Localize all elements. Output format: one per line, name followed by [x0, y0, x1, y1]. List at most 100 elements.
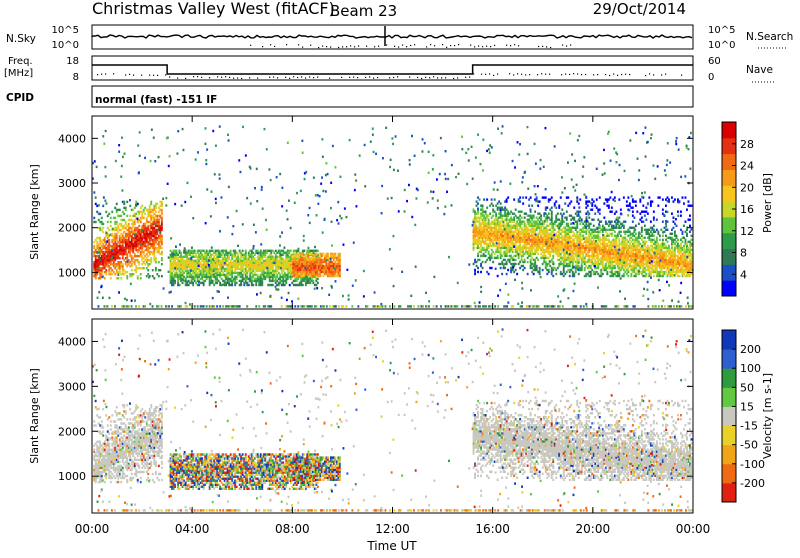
heatmap-cell [110, 217, 112, 219]
heatmap-cell [563, 221, 565, 223]
heatmap-cell [161, 251, 163, 253]
heatmap-cell [548, 269, 550, 271]
heatmap-cell [543, 223, 545, 225]
heatmap-cell [492, 215, 494, 217]
nave-right-tick-bottom: 0 [708, 72, 714, 83]
heatmap-cell [588, 217, 590, 219]
heatmap-cell [480, 243, 482, 245]
noise-search-point [326, 46, 327, 47]
nave-point [625, 74, 626, 75]
heatmap-cell [482, 267, 484, 269]
nave-point [457, 77, 458, 78]
heatmap-cell [161, 257, 163, 259]
heatmap-cell [614, 196, 616, 198]
nave-point [645, 75, 646, 76]
heatmap-cell [240, 284, 242, 286]
heatmap-cell [107, 221, 109, 223]
heatmap-cell [552, 255, 554, 257]
heatmap-cell [609, 196, 611, 198]
noise-search-point [538, 46, 539, 47]
heatmap-cell [302, 284, 304, 286]
heatmap-cell [102, 223, 104, 225]
heatmap-cell [507, 269, 509, 271]
nave-point [273, 76, 274, 77]
heatmap-cell [521, 211, 523, 213]
heatmap-cell [93, 245, 95, 247]
heatmap-cell [120, 277, 122, 279]
noise-right-tick-top: 10^5 [708, 25, 735, 36]
heatmap-cell [633, 217, 635, 219]
nave-right-tick-top: 60 [708, 56, 721, 67]
noise-search-point [270, 44, 271, 45]
noise-search-point [510, 45, 511, 46]
heatmap-cell [339, 261, 341, 263]
heatmap-cell [126, 271, 128, 273]
heatmap-cell [495, 213, 497, 215]
noise-search-point [550, 47, 551, 48]
heatmap-cell [242, 250, 244, 252]
heatmap-cell [629, 202, 631, 204]
heatmap-cell [129, 205, 131, 207]
heatmap-cell [140, 219, 142, 221]
heatmap-cell [596, 198, 598, 200]
noise-search-point [310, 45, 311, 46]
heatmap-cell [110, 221, 112, 223]
heatmap-cell [152, 275, 154, 277]
cpid-value: normal (fast) -151 IF [95, 94, 217, 106]
heatmap-cell [497, 255, 499, 257]
heatmap-cell [110, 225, 112, 227]
heatmap-cell [477, 267, 479, 269]
noise-left-tick-top: 10^5 [52, 25, 79, 36]
nave-point [357, 77, 358, 78]
heatmap-cell [624, 221, 626, 223]
heatmap-cell [123, 213, 125, 215]
heatmap-cell [603, 202, 605, 204]
heatmap-cell [213, 284, 215, 286]
heatmap-cell [155, 211, 157, 213]
heatmap-cell [608, 205, 610, 207]
heatmap-cell [579, 198, 581, 200]
heatmap-cell [563, 213, 565, 215]
heatmap-cell [545, 196, 547, 198]
heatmap-cell [632, 207, 634, 209]
heatmap-cell [102, 205, 104, 207]
heatmap-cell [126, 215, 128, 217]
nave-point [105, 73, 106, 74]
noise-search-point [338, 47, 339, 48]
heatmap-cell [524, 267, 526, 269]
nave-point [593, 74, 594, 75]
heatmap-cell [305, 284, 307, 286]
nave-point [629, 74, 630, 75]
heatmap-cell [234, 284, 236, 286]
heatmap-cell [316, 253, 318, 255]
noise-search-point [298, 44, 299, 45]
heatmap-cell [159, 269, 161, 271]
heatmap-cell [542, 221, 544, 223]
nave-point [241, 78, 242, 79]
nave-point [489, 73, 490, 74]
heatmap-cell [542, 269, 544, 271]
nave-point [225, 76, 226, 77]
nave-point [597, 74, 598, 75]
heatmap-cell [158, 261, 160, 263]
nave-point [293, 76, 294, 77]
heatmap-cell [485, 261, 487, 263]
heatmap-cell [533, 215, 535, 217]
nave-point [309, 76, 310, 77]
heatmap-cell [527, 261, 529, 263]
heatmap-cell [611, 221, 613, 223]
noise-panel: N.Sky 10^5 10^0 10^5 10^0 N.Search [6, 25, 793, 51]
noise-search-point [542, 46, 543, 47]
heatmap-cell [560, 196, 562, 198]
nave-point [153, 75, 154, 76]
nave-point [661, 74, 662, 75]
heatmap-cell [489, 213, 491, 215]
heatmap-cell [557, 213, 559, 215]
heatmap-cell [108, 239, 110, 241]
nave-point [609, 75, 610, 76]
heatmap-cell [155, 257, 157, 259]
heatmap-cell [301, 253, 303, 255]
heatmap-cell [161, 219, 163, 221]
nave-point [497, 73, 498, 74]
noise-search-point [546, 46, 547, 47]
